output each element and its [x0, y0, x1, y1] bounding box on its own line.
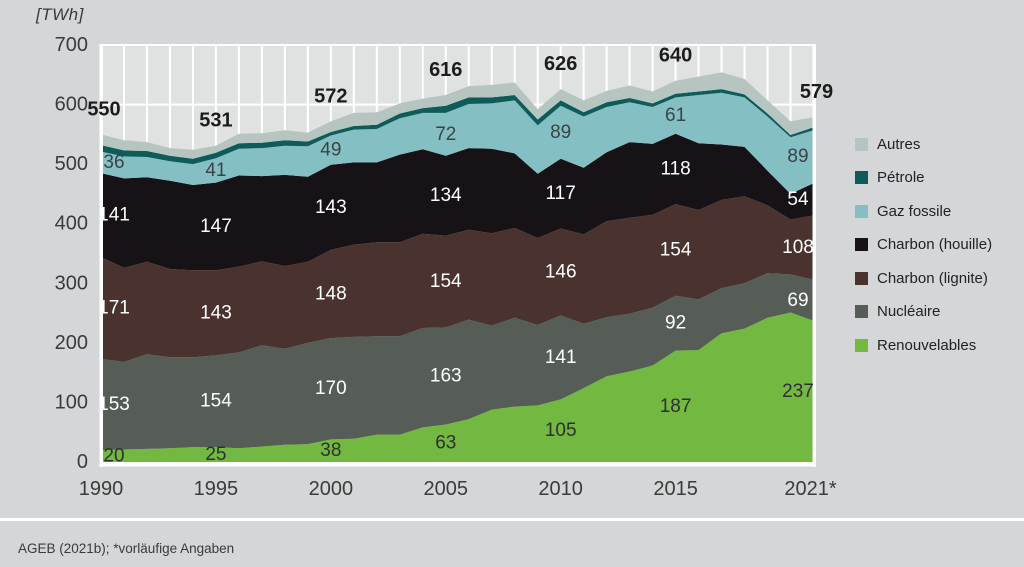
y-tick-label: 200: [55, 332, 88, 354]
value-label-gaz-fossile-2000: 49: [320, 140, 341, 161]
x-tick-label: 2010: [538, 478, 583, 500]
total-label-2000: 572: [314, 85, 347, 107]
legend-swatch-nucleaire: [855, 305, 868, 318]
axis-line-left: [99, 44, 103, 467]
source-note: AGEB (2021b); *vorläufige Angaben: [18, 541, 235, 556]
x-tick-label: 1995: [194, 478, 239, 500]
value-label-renouvelables-2000: 38: [320, 440, 341, 461]
value-label-renouvelables-2021: 237: [782, 381, 814, 402]
legend-label-petrole: Pétrole: [877, 169, 925, 186]
value-label-charbon-houille-2021: 54: [787, 189, 809, 210]
area-band-charbon-houille: [101, 133, 814, 271]
legend-item-charbon-lignite: Charbon (lignite): [855, 268, 992, 288]
value-label-renouvelables-2015: 187: [660, 396, 692, 417]
value-label-charbon-houille-1995: 147: [200, 216, 232, 237]
value-label-nucleaire-1990: 153: [98, 394, 130, 415]
value-label-renouvelables-1990: 20: [103, 446, 124, 467]
legend-item-charbon-houille: Charbon (houille): [855, 235, 992, 255]
legend-swatch-petrole: [855, 171, 868, 184]
legend-item-gaz-fossile: Gaz fossile: [855, 201, 992, 221]
area-band-nucleaire: [101, 273, 814, 451]
value-label-charbon-houille-1990: 141: [98, 205, 130, 226]
value-label-nucleaire-2021: 69: [787, 290, 808, 311]
y-tick-label: 100: [55, 391, 88, 413]
legend-label-nucleaire: Nucléaire: [877, 303, 941, 320]
y-tick-label: 300: [55, 272, 88, 294]
legend-label-renouvelables: Renouvelables: [877, 336, 977, 354]
total-label-2015: 640: [659, 45, 692, 67]
total-label-1995: 531: [199, 110, 232, 132]
area-band-petrole: [101, 89, 814, 165]
y-tick-label: 500: [55, 153, 88, 175]
value-label-charbon-lignite-2005: 154: [430, 271, 462, 292]
value-label-nucleaire-2015: 92: [665, 313, 686, 334]
value-label-gaz-fossile-2005: 72: [435, 124, 456, 145]
value-label-nucleaire-2000: 170: [315, 378, 347, 399]
axis-line-right: [812, 44, 816, 467]
legend-item-autres: Autres: [855, 134, 992, 154]
legend-swatch-autres: [855, 137, 868, 151]
legend-label-charbon-lignite: Charbon (lignite): [877, 269, 988, 287]
stacked-area-chart: 0 100 200 300 400 500 600 700 1990 1995 2000 2005 20…: [55, 34, 837, 500]
legend-label-gaz-fossile: Gaz fossile: [877, 202, 952, 220]
x-tick-label: 2021*: [784, 478, 836, 500]
legend-item-nucleaire: Nucléaire: [855, 302, 992, 322]
legend-item-petrole: Pétrole: [855, 168, 992, 188]
value-label-renouvelables-2010: 105: [545, 420, 577, 441]
value-label-gaz-fossile-1990: 36: [103, 152, 124, 173]
value-label-nucleaire-2005: 163: [430, 365, 462, 386]
legend-swatch-renouvelables: [855, 338, 868, 352]
y-tick-label: 600: [55, 94, 88, 116]
x-tick-label: 2015: [653, 478, 698, 500]
value-label-nucleaire-1995: 154: [200, 391, 232, 412]
y-tick-label: 700: [55, 34, 88, 56]
value-label-charbon-houille-2000: 143: [315, 197, 347, 218]
y-axis-unit-label: [TWh]: [36, 5, 84, 24]
total-label-1990: 550: [87, 98, 120, 120]
value-label-gaz-fossile-1995: 41: [205, 160, 226, 181]
value-label-charbon-lignite-2010: 146: [545, 261, 577, 282]
x-tick-label: 2000: [309, 478, 354, 500]
legend-swatch-gaz-fossile: [855, 204, 868, 218]
footer-divider: [0, 518, 1024, 521]
total-label-2021: 579: [800, 81, 833, 103]
value-label-charbon-lignite-2021: 108: [782, 237, 814, 258]
value-label-charbon-lignite-1995: 143: [200, 302, 232, 323]
value-label-charbon-lignite-2015: 154: [660, 239, 692, 260]
value-label-charbon-lignite-2000: 148: [315, 284, 347, 305]
value-label-charbon-lignite-1990: 171: [98, 298, 130, 319]
total-label-2010: 626: [544, 53, 577, 75]
value-label-renouvelables-1995: 25: [205, 444, 226, 465]
value-label-nucleaire-2010: 141: [545, 347, 577, 368]
axis-line-bottom: [99, 462, 816, 467]
x-tick-label: 1990: [79, 478, 124, 500]
value-label-charbon-houille-2015: 118: [660, 158, 690, 179]
value-label-renouvelables-2005: 63: [435, 433, 456, 454]
area-band-gaz-fossile: [101, 92, 814, 194]
value-label-gaz-fossile-2010: 89: [550, 122, 571, 143]
value-label-gaz-fossile-2021: 89: [787, 146, 808, 167]
x-tick-label: 2005: [424, 478, 469, 500]
y-tick-label: 400: [55, 213, 88, 235]
value-label-gaz-fossile-2015: 61: [665, 105, 686, 126]
area-band-charbon-lignite: [101, 196, 814, 362]
legend-swatch-charbon-lignite: [855, 271, 868, 285]
value-label-charbon-houille-2010: 117: [546, 183, 576, 204]
legend-swatch-charbon-houille: [855, 238, 868, 251]
area-band-renouvelables: [101, 312, 814, 462]
chart-legend: Autres Pétrole Gaz fossile Charbon (houi…: [855, 134, 992, 355]
value-label-charbon-houille-2005: 134: [430, 185, 462, 206]
legend-item-renouvelables: Renouvelables: [855, 335, 992, 355]
y-tick-label: 0: [77, 451, 88, 473]
total-label-2005: 616: [429, 59, 462, 81]
legend-label-charbon-houille: Charbon (houille): [877, 236, 993, 253]
area-band-autres: [101, 72, 814, 159]
legend-label-autres: Autres: [877, 135, 921, 153]
